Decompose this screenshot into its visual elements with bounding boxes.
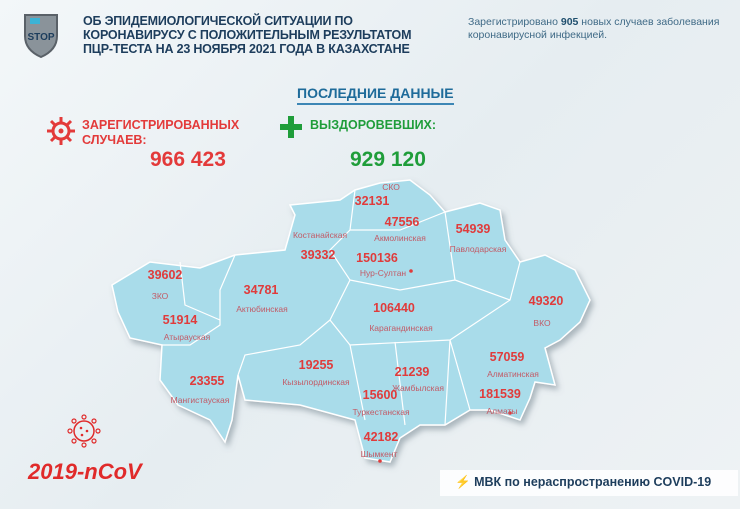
region-value: 106440 <box>373 301 415 315</box>
region-value: 51914 <box>162 313 198 327</box>
region-value: 23355 <box>189 374 225 388</box>
region-value: 19255 <box>298 358 334 372</box>
registered-value: 966 423 <box>150 148 226 171</box>
region-name: Нур-Султан <box>359 268 407 278</box>
region-name: СКО <box>382 182 400 192</box>
logo-shield: STOP <box>22 12 60 59</box>
latest-data-heading: ПОСЛЕДНИЕ ДАННЫЕ <box>297 85 454 105</box>
page-title: ОБ ЭПИДЕМИОЛОГИЧЕСКОЙ СИТУАЦИИ ПО КОРОНА… <box>83 14 411 56</box>
plus-icon <box>280 116 302 143</box>
virus-icon <box>46 116 76 151</box>
registered-label: ЗАРЕГИСТРИРОВАННЫХ СЛУЧАЕВ: <box>82 118 240 147</box>
region-value: 42182 <box>363 430 399 444</box>
region-name: Жамбылская <box>392 383 444 393</box>
new-cases-note: Зарегистрировано 905 новых случаев забол… <box>468 16 720 41</box>
title-line: ПЦР-ТЕСТА НА 23 НОЯБРЯ 2021 ГОДА В КАЗАХ… <box>83 42 410 56</box>
region-name: ВКО <box>533 318 551 328</box>
region-value: 32131 <box>354 194 390 208</box>
region-value: 47556 <box>384 215 420 229</box>
region-value: 181539 <box>479 387 521 401</box>
region-value: 15600 <box>362 388 398 402</box>
region-value: 54939 <box>455 222 491 236</box>
region-name: Атырауская <box>163 332 211 342</box>
region-name: Костанайская <box>292 230 348 240</box>
title-line: КОРОНАВИРУСУ С ПОЛОЖИТЕЛЬНЫМ РЕЗУЛЬТАТОМ <box>83 28 412 42</box>
region-value: 57059 <box>489 350 525 364</box>
region-name: Алматы <box>486 406 518 416</box>
recovered-label: ВЫЗДОРОВЕВШИХ: <box>310 118 437 132</box>
region-value: 39332 <box>300 248 336 262</box>
region-value: 39602 <box>147 268 183 282</box>
region-value: 49320 <box>528 294 564 308</box>
region-name: ЗКО <box>151 291 169 301</box>
region-name: Карагандинская <box>369 323 433 333</box>
region-name: Павлодарская <box>449 244 507 254</box>
mvk-banner: ⚡ МВК по нераспространению COVID-19 <box>440 470 738 496</box>
region-name: Актюбинская <box>236 304 288 314</box>
region-name: Мангистауская <box>170 395 230 405</box>
ncov-label: 2019-nCoV <box>28 459 142 484</box>
region-value: 21239 <box>394 365 430 379</box>
lightning-icon: ⚡ <box>455 475 471 489</box>
region-name: Кызылординская <box>282 377 350 387</box>
region-name: Шымкент <box>360 449 398 459</box>
region-value: 150136 <box>356 251 398 265</box>
region-name: Алматинская <box>487 369 539 379</box>
title-line: ОБ ЭПИДЕМИОЛОГИЧЕСКОЙ СИТУАЦИИ ПО <box>83 14 353 28</box>
recovered-value: 929 120 <box>350 148 426 171</box>
coronavirus-icon <box>67 414 101 453</box>
new-cases-count: 905 <box>560 16 579 28</box>
region-name: Туркестанская <box>352 407 410 417</box>
logo-text: STOP <box>27 32 54 43</box>
region-value: 34781 <box>243 283 279 297</box>
region-name: Акмолинская <box>374 233 426 243</box>
